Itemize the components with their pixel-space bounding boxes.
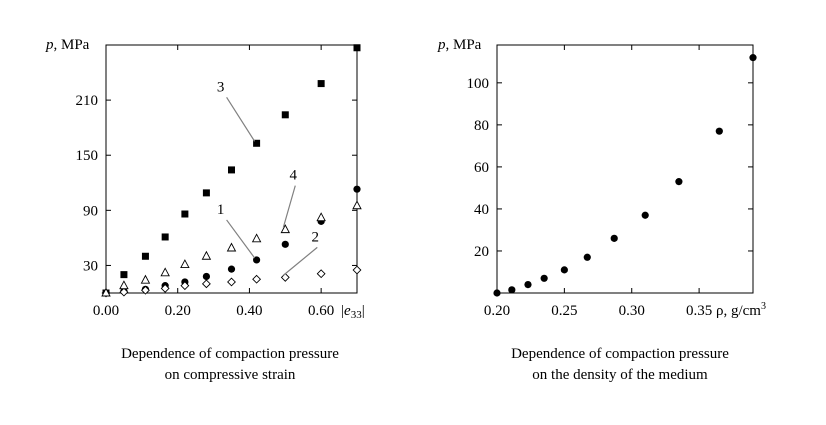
point-right-series-data-3: [540, 274, 548, 282]
x-tick-label-left-3: 0.60: [308, 303, 334, 319]
annotation-label-2: 2: [312, 229, 320, 245]
chart-compressive-strain: 0.00 0.20 0.40 0.60 30 90 150 210 3 4 1 2 p, MPa |…: [45, 37, 365, 321]
point-left-series-2-5: [201, 279, 211, 289]
point-left-series-1-6: [227, 265, 236, 273]
plot-frame-right: [496, 44, 754, 294]
point-left-series-3-2: [141, 252, 149, 260]
point-left-series-3-8: [281, 111, 289, 119]
axis-ticks-left: 0.00 0.20 0.40 0.60 30 90 150 210: [76, 45, 357, 319]
point-left-series-2-9: [316, 269, 326, 279]
point-left-series-1-7: [253, 256, 261, 264]
y-axis-label-right: p, MPa: [437, 37, 482, 53]
x-axis-label-left: |e33|: [341, 303, 365, 321]
x-tick-label-right-0: 0.20: [484, 303, 510, 319]
point-left-series-4-6: [226, 242, 237, 252]
y-tick-label-right-0: 20: [474, 244, 489, 260]
x-tick-label-right-1: 0.25: [551, 303, 577, 319]
annotation-label-4: 4: [290, 168, 298, 184]
point-left-series-4-8: [280, 224, 291, 234]
x-tick-label-right-3: 0.35: [686, 303, 712, 319]
point-right-series-data-8: [675, 178, 683, 186]
caption-left-line1: Dependence of compaction pressure: [121, 346, 339, 362]
annotation-leaders-left: 3 4 1 2: [217, 79, 320, 276]
point-right-series-data-4: [560, 266, 568, 274]
x-tick-label-right-2: 0.30: [619, 303, 645, 319]
y-tick-label-left-1: 90: [83, 203, 98, 219]
point-left-series-3-10: [353, 44, 361, 52]
point-left-series-4-7: [251, 233, 262, 243]
point-left-series-2-7: [252, 274, 262, 284]
point-left-series-2-4: [180, 281, 190, 291]
data-marks-right: [493, 54, 757, 297]
point-left-series-4-3: [160, 267, 170, 277]
x-tick-label-left-1: 0.20: [165, 303, 191, 319]
x-tick-label-left-2: 0.40: [236, 303, 262, 319]
axis-ticks-right: 0.20 0.25 0.30 0.35 20 40 60 80 100: [467, 45, 753, 319]
y-axis-label-left: p, MPa: [45, 37, 90, 53]
point-left-series-3-7: [253, 139, 261, 147]
point-right-series-data-9: [715, 127, 723, 135]
point-right-series-data-7: [641, 211, 649, 219]
y-tick-label-left-0: 30: [83, 258, 98, 274]
leader-line-2: [282, 246, 318, 276]
y-tick-label-right-1: 40: [474, 202, 489, 218]
point-left-series-4-0: [101, 287, 111, 297]
y-tick-label-right-3: 80: [474, 118, 489, 134]
x-axis-label-right: ρ, g/cm3: [716, 301, 766, 319]
point-right-series-data-1: [508, 286, 516, 294]
x-tick-label-left-0: 0.00: [93, 303, 119, 319]
caption-left: Dependence of compaction pressure on com…: [60, 344, 400, 386]
point-left-series-4-9: [316, 212, 326, 222]
data-marks-left: [101, 44, 362, 298]
point-left-series-4-1: [119, 280, 129, 290]
caption-left-line2: on compressive strain: [164, 367, 296, 383]
plot-frame-left: [105, 44, 358, 294]
y-tick-label-left-3: 210: [76, 93, 99, 109]
y-tick-label-right-4: 100: [467, 76, 490, 92]
point-left-series-3-6: [228, 166, 235, 174]
point-left-series-3-9: [317, 80, 325, 88]
point-left-series-4-2: [140, 274, 151, 284]
point-left-series-2-6: [227, 277, 236, 287]
point-right-series-data-6: [610, 234, 618, 242]
annotation-label-3: 3: [217, 79, 225, 95]
point-left-series-1-10: [353, 185, 361, 193]
point-left-series-4-5: [201, 250, 212, 260]
caption-right: Dependence of compaction pressure on the…: [450, 344, 790, 386]
point-left-series-3-3: [161, 233, 169, 241]
y-tick-label-right-2: 60: [474, 160, 489, 176]
caption-right-line1: Dependence of compaction pressure: [511, 346, 729, 362]
point-left-series-3-5: [202, 189, 210, 197]
point-left-series-2-1: [119, 287, 129, 297]
caption-right-line2: on the density of the medium: [532, 367, 708, 383]
point-left-series-1-8: [281, 240, 289, 248]
point-right-series-data-2: [524, 280, 532, 289]
leader-line-1: [226, 219, 256, 259]
point-left-series-3-4: [181, 210, 189, 218]
point-right-series-data-0: [493, 289, 501, 297]
point-left-series-2-10: [352, 265, 362, 275]
point-left-series-2-2: [141, 285, 150, 295]
annotation-label-1: 1: [217, 202, 225, 218]
point-left-series-3-1: [120, 271, 128, 279]
point-left-series-2-3: [160, 283, 170, 293]
leader-line-3: [226, 96, 256, 142]
point-left-series-2-8: [280, 272, 290, 282]
point-left-series-4-4: [180, 259, 190, 268]
point-left-series-1-5: [202, 272, 210, 281]
leader-line-4: [282, 185, 296, 228]
point-left-series-4-10: [352, 200, 362, 210]
point-right-series-data-10: [749, 54, 757, 62]
chart-density: 0.20 0.25 0.30 0.35 20 40 60 80 100 p, MPa ρ, g/…: [437, 37, 766, 319]
y-tick-label-left-2: 150: [76, 148, 99, 164]
point-right-series-data-5: [583, 253, 591, 261]
